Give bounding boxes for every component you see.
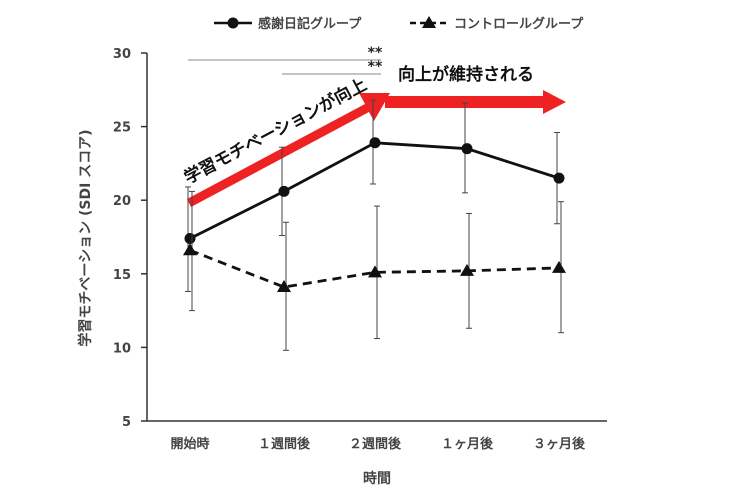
y-axis-title: 学習モチベーション (SDI スコア) [77, 129, 94, 346]
plot-area [183, 99, 566, 351]
legend-marker [227, 17, 239, 29]
significance-brackets: **** [188, 45, 383, 75]
data-point [553, 172, 565, 184]
rise-annotation: 学習モチベーションが向上 [181, 74, 371, 188]
x-tick-label: ３ヶ月後 [533, 436, 586, 452]
x-axis-title: 時間 [363, 470, 391, 487]
rise-arrow [187, 93, 390, 207]
maintain-arrow [385, 90, 566, 114]
y-tick-label: 20 [113, 194, 131, 209]
significance-label: ** [368, 45, 383, 61]
data-point [460, 263, 474, 276]
x-tick-label: 開始時 [170, 436, 209, 452]
data-point [461, 143, 473, 155]
legend-marker [422, 16, 436, 28]
data-point [369, 137, 381, 149]
data-point [277, 280, 291, 293]
data-point [184, 232, 196, 244]
legend-label: 感謝日記グループ [258, 16, 362, 32]
y-tick-label: 5 [122, 415, 131, 430]
x-tick-label: ２週間後 [349, 436, 402, 452]
data-point [368, 265, 382, 278]
y-tick-label: 15 [113, 268, 131, 283]
legend-label: コントロールグループ [454, 16, 584, 32]
data-point [183, 243, 197, 256]
data-point [278, 185, 290, 197]
maintain-annotation: 向上が維持される [398, 64, 534, 85]
y-tick-label: 10 [113, 341, 131, 356]
significance-label: ** [368, 59, 383, 75]
series-1 [184, 99, 565, 292]
x-tick-label: １ヶ月後 [441, 436, 494, 452]
x-tick-label: １週間後 [258, 436, 311, 452]
series-2 [183, 190, 566, 351]
legend: 感謝日記グループ コントロールグループ [214, 16, 584, 32]
axes: 5 10 15 20 25 30 開始時 １週間後 ２週間後 １ヶ月後 ３ヶ月後 [113, 47, 607, 452]
y-tick-label: 25 [113, 121, 131, 136]
series-line [189, 248, 560, 289]
data-point [552, 260, 566, 273]
y-tick-label: 30 [113, 47, 131, 62]
